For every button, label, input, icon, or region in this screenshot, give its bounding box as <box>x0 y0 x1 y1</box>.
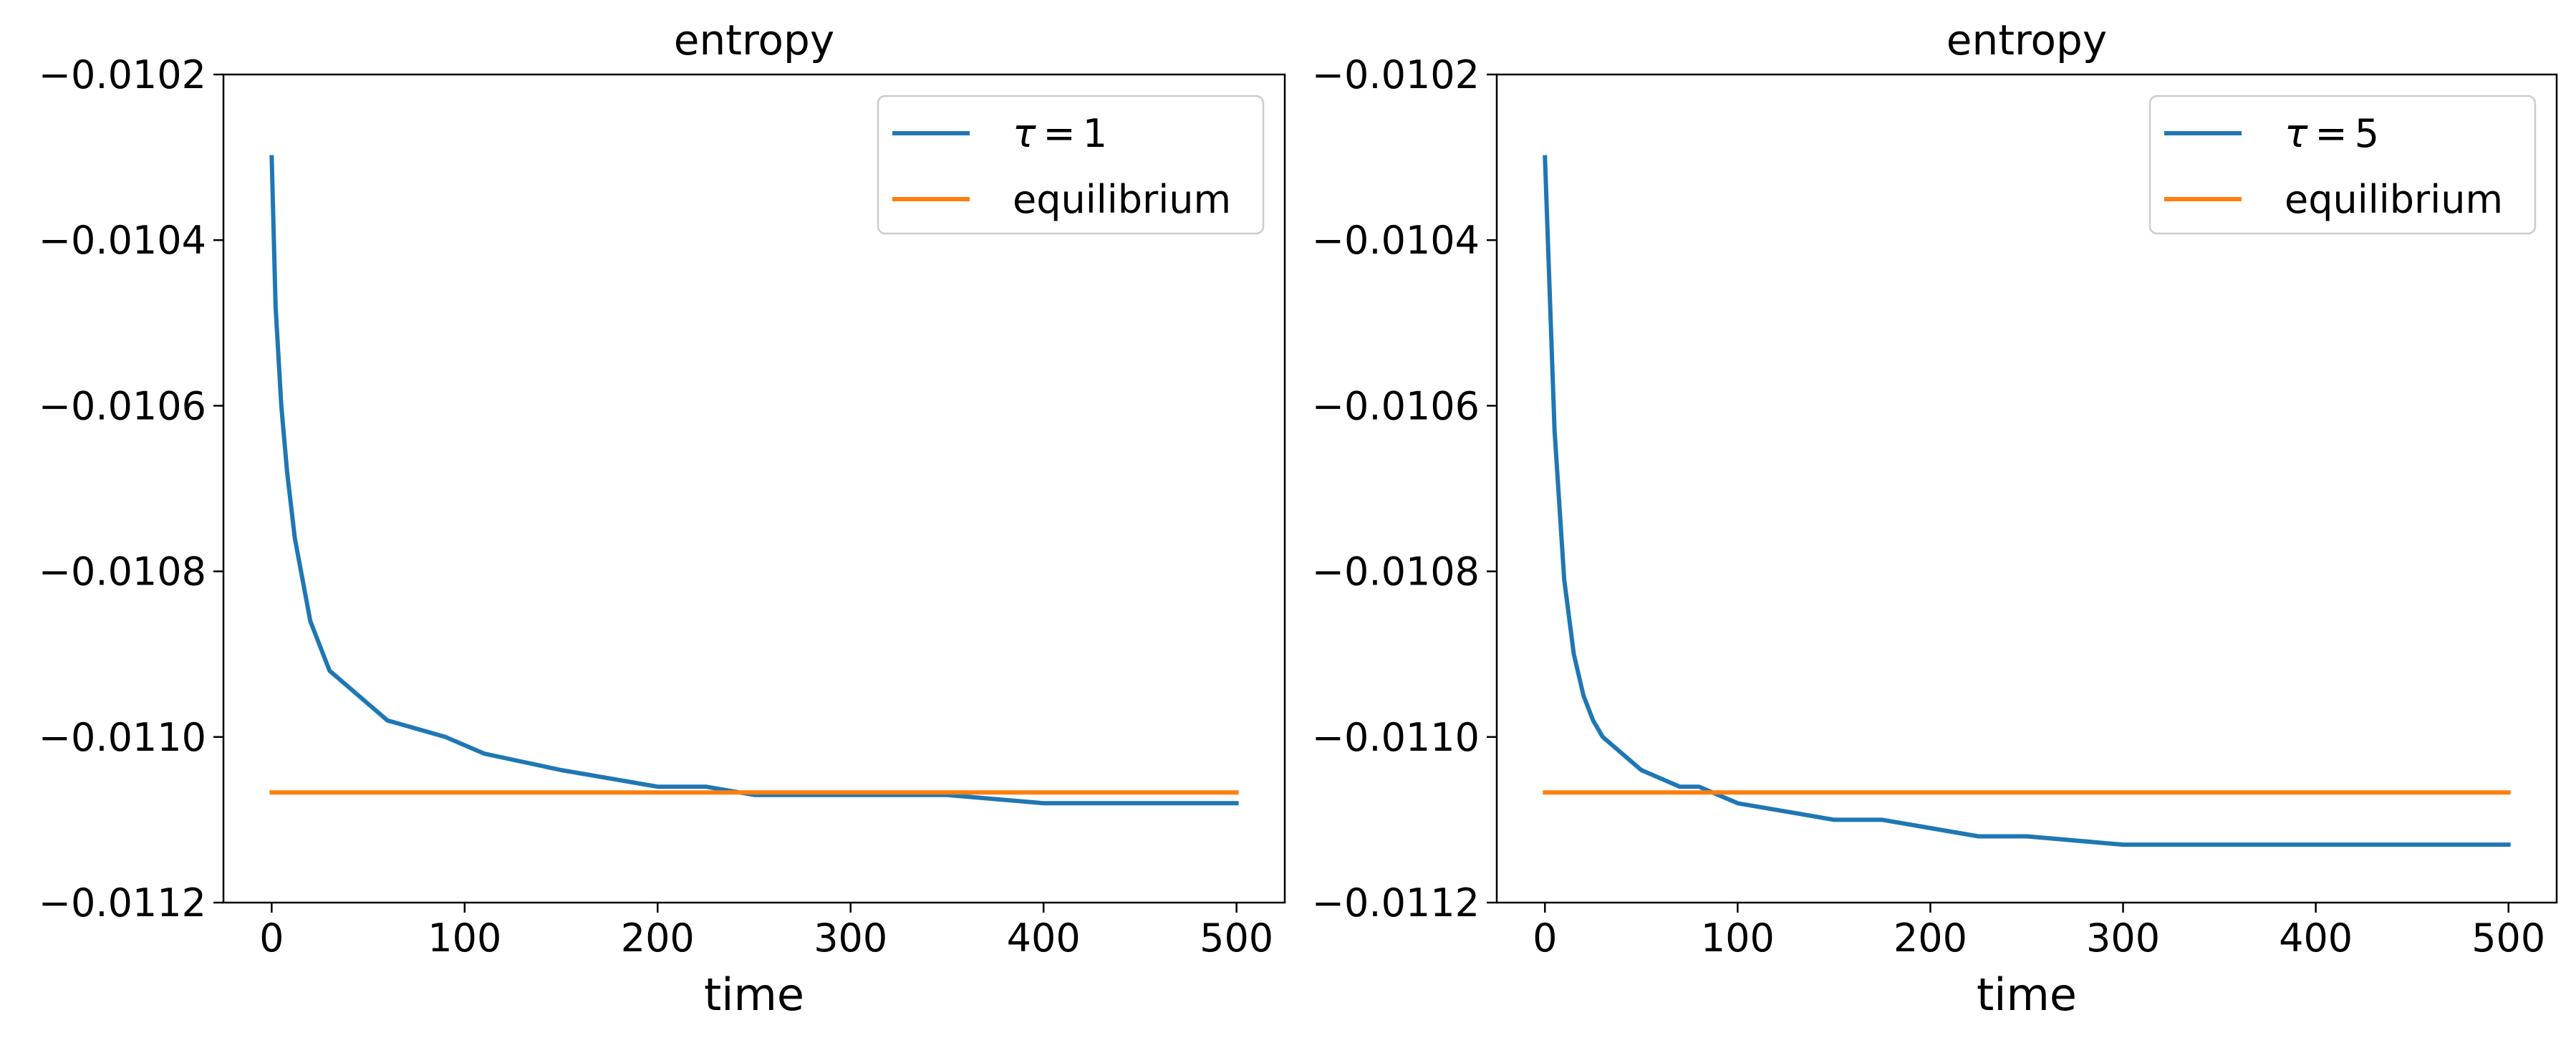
legend-label-symbol: τ <box>2285 111 2308 156</box>
x-tick-label: 500 <box>1200 915 1273 961</box>
y-tick-label: −0.0104 <box>39 218 206 263</box>
legend-label-equals: = <box>2315 111 2348 156</box>
y-tick-label: −0.0110 <box>1312 715 1480 760</box>
x-tick-label: 400 <box>1007 915 1081 961</box>
y-tick-label: −0.0102 <box>39 52 206 97</box>
legend-box <box>877 95 1265 235</box>
x-tick-label: 100 <box>1701 915 1775 961</box>
series-line-0 <box>269 155 1239 806</box>
x-axis-label: time <box>704 968 804 1021</box>
y-tick-label: −0.0112 <box>39 880 206 926</box>
y-tick-label: −0.0104 <box>1312 218 1480 263</box>
y-tick-label: −0.0108 <box>39 549 206 595</box>
chart-title: entropy <box>1947 16 2107 64</box>
x-tick-label: 300 <box>2086 915 2160 961</box>
chart-title: entropy <box>674 16 834 64</box>
x-axis-label: time <box>1977 968 2077 1021</box>
y-tick-label: −0.0106 <box>1312 383 1480 428</box>
x-tick-label: 0 <box>1533 915 1557 961</box>
x-tick-label: 100 <box>428 915 501 961</box>
legend-label-1: equilibrium <box>2285 177 2503 222</box>
axes-frame <box>1495 73 2558 904</box>
chart-right: 0 100 200 300 400 500 −0.0112 −0.0110 −0.0108 −0.… <box>1312 16 2558 1021</box>
legend-label-value: 5 <box>2355 111 2379 156</box>
legend-label-1: equilibrium <box>1013 177 1231 222</box>
legend-label-equals: = <box>1043 111 1076 156</box>
x-tick-label: 200 <box>621 915 695 961</box>
x-tick-label: 0 <box>259 915 284 961</box>
legend-label-value: 1 <box>1083 111 1107 156</box>
legend-label-0: τ = 5 <box>2285 111 2379 156</box>
y-tick-label: −0.0102 <box>1312 52 1480 97</box>
legend-label-0: τ = 1 <box>1013 111 1107 156</box>
series-line-0 <box>1543 155 2511 847</box>
y-tick-label: −0.0108 <box>1312 549 1480 595</box>
x-tick-label: 200 <box>1894 915 1967 961</box>
chart-left: 0 100 200 300 400 500 −0.0112 −0.0110 −0.0108 −0.… <box>39 16 1286 1021</box>
y-tick-label: −0.0110 <box>39 715 206 760</box>
x-tick-label: 500 <box>2471 915 2545 961</box>
x-tick-label: 400 <box>2279 915 2353 961</box>
legend-label-symbol: τ <box>1013 111 1036 156</box>
x-tick-label: 300 <box>814 915 887 961</box>
axes-frame <box>222 73 1286 904</box>
legend-box <box>2148 95 2537 235</box>
y-tick-label: −0.0112 <box>1312 880 1480 926</box>
y-tick-label: −0.0106 <box>39 383 206 428</box>
